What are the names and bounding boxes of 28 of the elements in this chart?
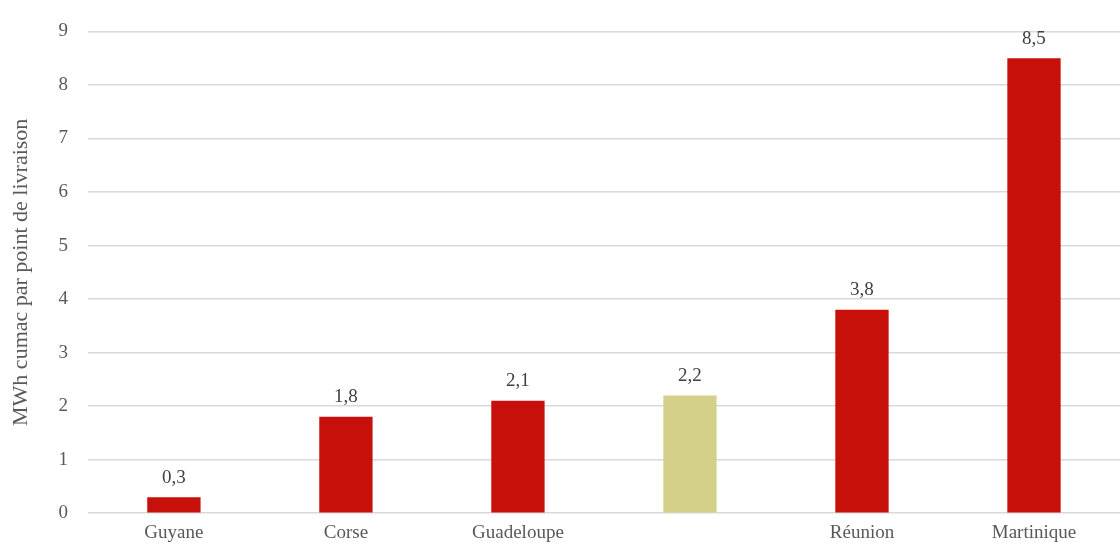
y-tick-label: 7 xyxy=(58,126,68,148)
data-label: 1,8 xyxy=(334,385,358,407)
y-tick-label: 1 xyxy=(58,447,68,469)
y-tick-label: 4 xyxy=(58,287,69,309)
bar xyxy=(147,497,201,513)
x-tick-label: Corse xyxy=(323,520,369,542)
y-tick-label: 9 xyxy=(58,19,68,41)
y-tick-label: 0 xyxy=(58,501,68,523)
x-tick-label: Guyane xyxy=(144,520,204,542)
x-tick-label: Martinique xyxy=(991,520,1077,542)
y-tick-label: 5 xyxy=(58,233,68,255)
y-axis-title: MWh cumac par point de livraison xyxy=(6,118,32,426)
x-tick-label: Réunion xyxy=(829,520,895,542)
bar xyxy=(835,309,889,513)
bar xyxy=(1007,58,1061,513)
bar xyxy=(663,395,717,513)
y-tick-label: 8 xyxy=(58,72,68,94)
bar xyxy=(319,416,373,513)
bar xyxy=(491,400,545,513)
y-tick-label: 3 xyxy=(58,340,68,362)
data-label: 2,2 xyxy=(678,363,702,385)
y-tick-label: 6 xyxy=(58,179,68,201)
data-label: 0,3 xyxy=(162,465,186,487)
data-label: 2,1 xyxy=(506,369,530,391)
y-tick-label: 2 xyxy=(58,394,68,416)
x-tick-label: Guadeloupe xyxy=(472,520,564,542)
data-label: 3,8 xyxy=(850,278,874,300)
data-label: 8,5 xyxy=(1022,26,1046,48)
